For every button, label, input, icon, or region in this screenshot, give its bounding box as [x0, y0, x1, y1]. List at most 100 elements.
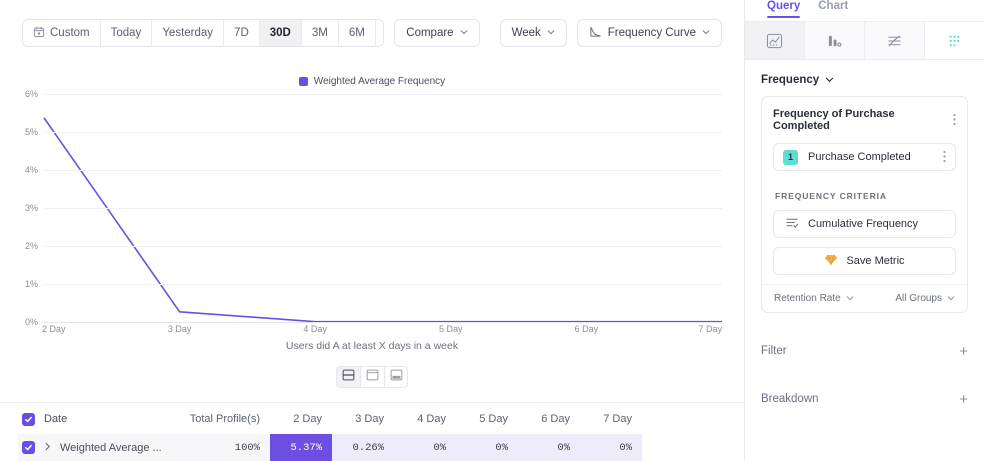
event-step-row[interactable]: 1 Purchase Completed: [773, 143, 956, 171]
x-axis-tick-label: 2 Day: [42, 324, 66, 334]
save-metric-button[interactable]: Save Metric: [773, 247, 956, 275]
table-row[interactable]: Weighted Average ... 100% 5.37% 0.26% 0%…: [18, 434, 726, 461]
select-all-checkbox[interactable]: [22, 412, 35, 426]
date-range-7d[interactable]: 7D: [224, 20, 260, 46]
gem-icon: [824, 253, 838, 269]
date-range-30d[interactable]: 30D: [259, 20, 302, 46]
filter-section[interactable]: Filter +: [761, 327, 968, 375]
table-only-toggle[interactable]: [384, 366, 408, 388]
bar-chart-icon[interactable]: [805, 22, 865, 60]
date-range-yesterday[interactable]: Yesterday: [152, 20, 225, 46]
y-axis-tick-label: 2%: [24, 241, 38, 251]
add-filter-icon[interactable]: +: [959, 342, 968, 360]
gridline: [44, 94, 722, 95]
chart-only-icon: [366, 368, 379, 386]
table-header-date: Date: [18, 412, 174, 426]
add-breakdown-icon[interactable]: +: [959, 390, 968, 408]
frequency-section-label: Frequency: [761, 74, 820, 86]
line-chart-icon[interactable]: [745, 22, 805, 60]
filter-label: Filter: [761, 345, 787, 357]
tab-query[interactable]: Query: [767, 0, 801, 18]
cell-4-day: 0%: [394, 434, 456, 461]
split-view-icon: [342, 368, 355, 386]
visualization-type-row[interactable]: [745, 22, 984, 60]
expand-row-icon[interactable]: [44, 442, 51, 454]
gridline: [44, 170, 722, 171]
frequency-curve-icon: [589, 26, 602, 41]
date-range-6m[interactable]: 6M: [338, 20, 376, 46]
retention-rate-dropdown[interactable]: Retention Rate: [774, 293, 854, 304]
chevron-down-icon: [702, 28, 710, 36]
chart-plot: 6% 5% 4% 3% 2% 1% 0%: [25, 89, 722, 327]
sidebar-tabs[interactable]: Query Chart: [745, 0, 984, 22]
dot-grid-icon[interactable]: [925, 22, 984, 60]
segment-label: 6M: [348, 27, 365, 39]
calendar-icon: [33, 26, 45, 41]
card-kebab-menu-icon[interactable]: [953, 113, 956, 127]
cumulative-frequency-button[interactable]: Cumulative Frequency: [773, 210, 956, 238]
chart-line-svg: [43, 117, 722, 323]
gridline: [44, 246, 722, 247]
chart-only-toggle[interactable]: [360, 366, 384, 388]
x-axis-tick-label: 4 Day: [303, 324, 327, 334]
granularity-label: Week: [511, 27, 541, 39]
gridline: [44, 284, 722, 285]
row-checkbox[interactable]: [22, 441, 35, 454]
cell-6-day: 0%: [518, 434, 580, 461]
granularity-dropdown[interactable]: Week: [499, 19, 567, 47]
tab-chart[interactable]: Chart: [818, 0, 848, 17]
column-label-6-day: 6 Day: [541, 413, 570, 425]
y-axis-tick-label: 4%: [24, 165, 38, 175]
table-only-icon: [390, 368, 403, 386]
x-axis-tick-label: 7 Day: [698, 324, 722, 334]
step-number-badge: 1: [783, 149, 798, 165]
x-axis-tick-label: 3 Day: [167, 324, 192, 334]
card-footer: Retention Rate All Groups: [762, 284, 967, 312]
chevron-down-icon: [846, 294, 854, 302]
segment-label: 30D: [269, 27, 291, 39]
chart-type-label: Frequency Curve: [607, 27, 696, 39]
compare-dropdown[interactable]: Compare: [394, 19, 480, 47]
flow-chart-icon[interactable]: [865, 22, 925, 60]
frequency-card-header: Frequency of Purchase Completed: [773, 108, 956, 132]
save-metric-label: Save Metric: [846, 255, 905, 267]
chart-area: Weighted Average Frequency 6% 5% 4% 3% 2% 1% 0…: [0, 66, 744, 404]
date-range-today[interactable]: Today: [100, 20, 153, 46]
chevron-down-icon: [460, 28, 468, 36]
all-groups-dropdown[interactable]: All Groups: [895, 293, 955, 304]
segment-label: 3M: [311, 27, 328, 39]
date-range-segmented-control[interactable]: CustomTodayYesterday7D30D3M6M12MXTD: [22, 19, 385, 47]
toolbar: CustomTodayYesterday7D30D3M6M12MXTD Comp…: [0, 0, 744, 66]
row-label-cell: Weighted Average ...: [18, 434, 174, 461]
y-axis-tick-label: 1%: [24, 279, 38, 289]
column-label-total-profiles: Total Profile(s): [189, 413, 260, 425]
split-view-toggle[interactable]: [336, 366, 360, 388]
segment-label: 7D: [234, 27, 249, 39]
sidebar: Query Chart: [745, 0, 984, 461]
row-label: Weighted Average ...: [60, 441, 162, 454]
step-kebab-menu-icon[interactable]: [943, 150, 946, 164]
frequency-section-header[interactable]: Frequency: [761, 74, 968, 86]
gridline: [44, 322, 722, 323]
gridline: [44, 132, 722, 133]
tab-chart-label: Chart: [818, 0, 849, 12]
criteria-list-icon: [785, 216, 799, 232]
chevron-down-icon: [825, 75, 834, 83]
breakdown-section[interactable]: Breakdown +: [761, 375, 968, 423]
date-range-3m[interactable]: 3M: [301, 20, 339, 46]
compare-label: Compare: [406, 27, 454, 39]
cell-total-profiles: 100%: [174, 434, 270, 461]
y-axis-tick-label: 6%: [24, 89, 38, 99]
sidebar-body: Frequency Frequency of Purchase Complete…: [745, 60, 984, 461]
layout-toggle-group[interactable]: [0, 366, 744, 388]
main-panel: CustomTodayYesterday7D30D3M6M12MXTD Comp…: [0, 0, 745, 461]
date-range-custom[interactable]: Custom: [23, 20, 101, 46]
date-range-12m[interactable]: 12M: [375, 20, 384, 46]
chart-type-dropdown[interactable]: Frequency Curve: [576, 19, 722, 47]
y-axis-tick-label: 5%: [24, 127, 38, 137]
chart-x-axis-title: Users did A at least X days in a week: [285, 340, 459, 352]
all-groups-label: All Groups: [895, 293, 942, 304]
cell-3-day: 0.26%: [332, 434, 394, 461]
legend-swatch: [298, 76, 308, 86]
